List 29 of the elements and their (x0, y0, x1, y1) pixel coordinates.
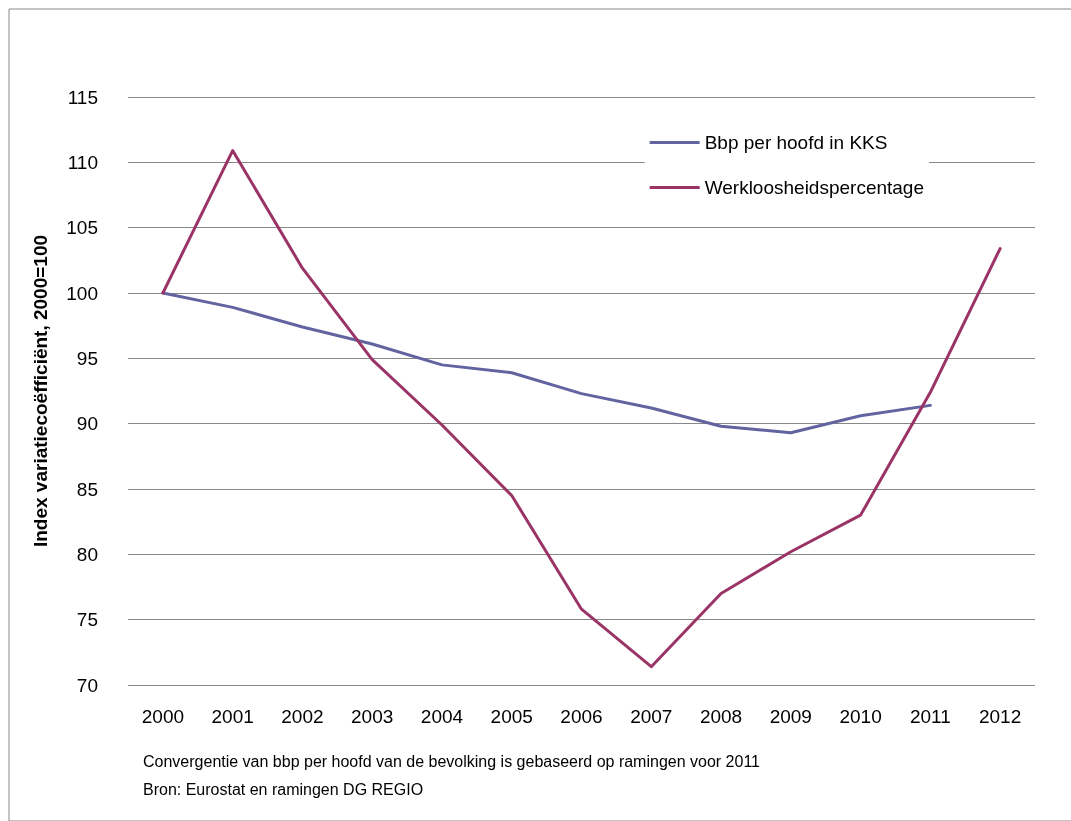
legend-label: Werkloosheidspercentage (704, 177, 925, 198)
y-tick-label: 75 (76, 609, 98, 631)
x-tick-label: 2000 (141, 706, 185, 727)
x-tick-label: 2009 (769, 706, 812, 727)
line-series (161, 291, 932, 435)
y-tick-label: 110 (67, 151, 98, 173)
text: Convergentie van bbp per hoofd van de bevolking is gebaseerd op ramingen voor 2011 (143, 752, 761, 770)
x-tick-label: 2005 (490, 706, 533, 727)
text: Bron: Eurostat en ramingen DG REGIO (143, 780, 424, 798)
x-tick-label: 2002 (281, 706, 324, 727)
x-tick-label: 2006 (560, 706, 603, 727)
x-tick-label: 2011 (909, 706, 951, 727)
x-tick-label: 2004 (420, 706, 464, 727)
x-tick-label: 2007 (630, 706, 673, 727)
x-tick-label: 2001 (211, 706, 254, 727)
y-tick-label: 100 (66, 282, 98, 304)
x-tick-label: 2012 (978, 706, 1022, 727)
y-tick-label: 95 (76, 347, 98, 369)
y-axis-title: Index variatiecoëfficiënt, 2000=100 (30, 234, 51, 548)
y-tick-label: 105 (66, 217, 98, 239)
y-tick-label: 80 (76, 543, 98, 565)
y-tick-label: 90 (76, 413, 98, 435)
x-tick-label: 2003 (351, 706, 394, 727)
legend-label: Bbp per hoofd in KKS (704, 132, 888, 153)
x-tick-label: 2010 (839, 706, 882, 727)
y-tick-label: 70 (76, 674, 98, 696)
x-tick-label: 2008 (699, 706, 743, 727)
y-tick-label: 115 (67, 86, 98, 108)
y-tick-label: 85 (76, 478, 98, 500)
